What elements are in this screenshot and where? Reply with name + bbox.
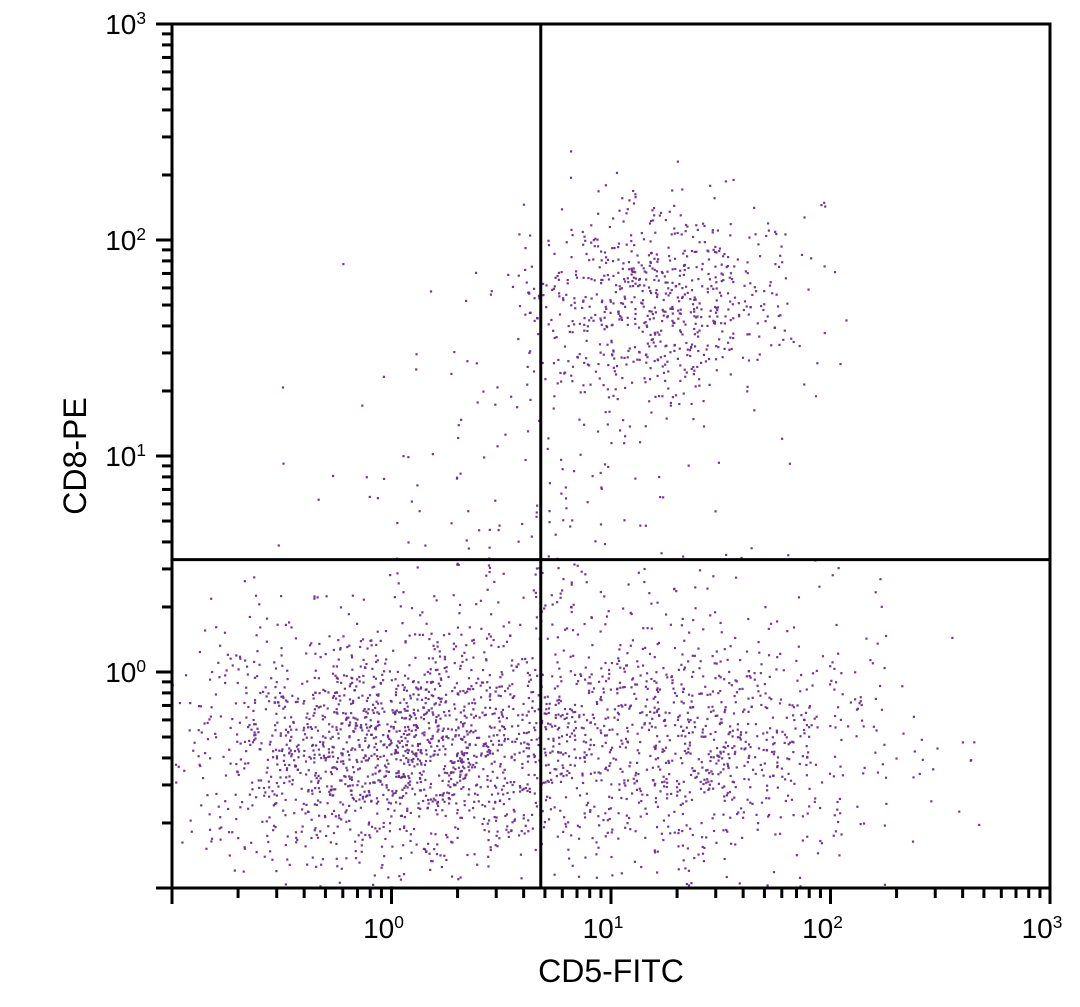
y-axis-label: CD8-PE xyxy=(57,397,93,514)
x-tick-label: 103 xyxy=(1022,912,1063,944)
x-tick-label: 101 xyxy=(583,912,624,944)
x-axis-label: CD5-FITC xyxy=(538,953,684,989)
x-tick-label: 100 xyxy=(363,912,404,944)
chart-svg: 100 101 102 103 CD5-FITC 100 101 102 103 CD8-PE xyxy=(0,0,1080,1007)
y-tick-label: 103 xyxy=(105,8,146,40)
flow-cytometry-scatter-plot: 100 101 102 103 CD5-FITC 100 101 102 103 CD8-PE xyxy=(0,0,1080,1007)
y-tick-label: 100 xyxy=(105,656,146,688)
x-tick-label: 102 xyxy=(802,912,843,944)
y-tick-label: 101 xyxy=(105,440,146,472)
y-tick-label: 102 xyxy=(105,224,146,256)
